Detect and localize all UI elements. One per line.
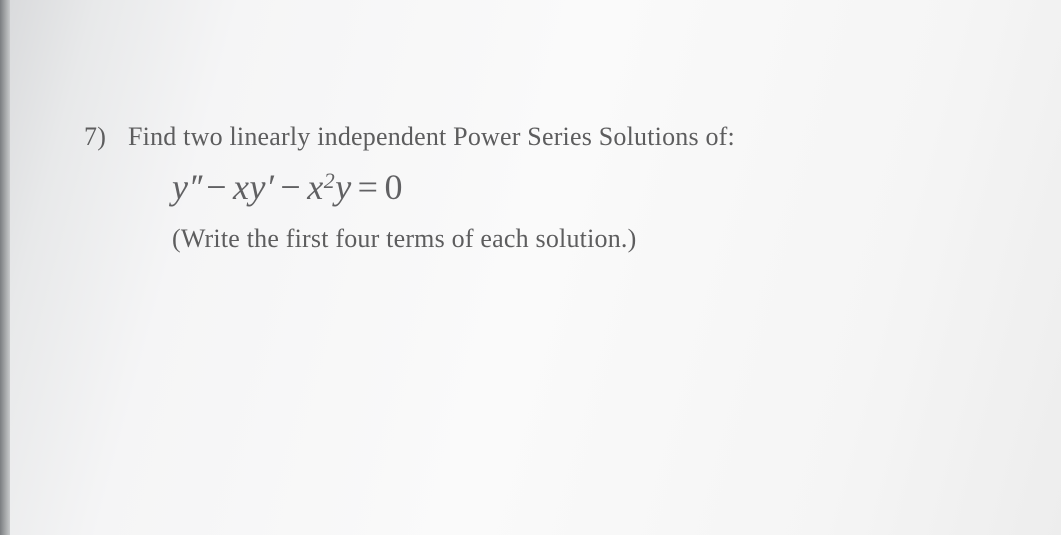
eq-prime-single: ′ — [266, 167, 274, 207]
eq-prime-double: ′′ — [188, 167, 200, 207]
problem-instruction: (Write the first four terms of each solu… — [172, 224, 735, 254]
eq-rhs: 0 — [384, 167, 403, 207]
problem-prompt-line: 7)Find two linearly independent Power Se… — [128, 122, 735, 152]
problem-prompt-text: Find two linearly independent Power Seri… — [128, 122, 735, 151]
page-binding-edge — [0, 0, 10, 535]
problem-number: 7) — [84, 122, 128, 152]
eq-term-x: x — [307, 167, 323, 207]
eq-term-y: y — [172, 167, 188, 207]
problem-equation: y′′−xy′−x2y=0 — [172, 166, 735, 208]
eq-exponent-2: 2 — [324, 168, 336, 193]
eq-term-y2: y — [335, 167, 351, 207]
eq-term-xy: xy — [233, 167, 266, 207]
eq-minus-2: − — [280, 167, 301, 207]
eq-equals: = — [358, 167, 379, 207]
problem-block: 7)Find two linearly independent Power Se… — [128, 122, 735, 254]
eq-minus-1: − — [206, 167, 227, 207]
